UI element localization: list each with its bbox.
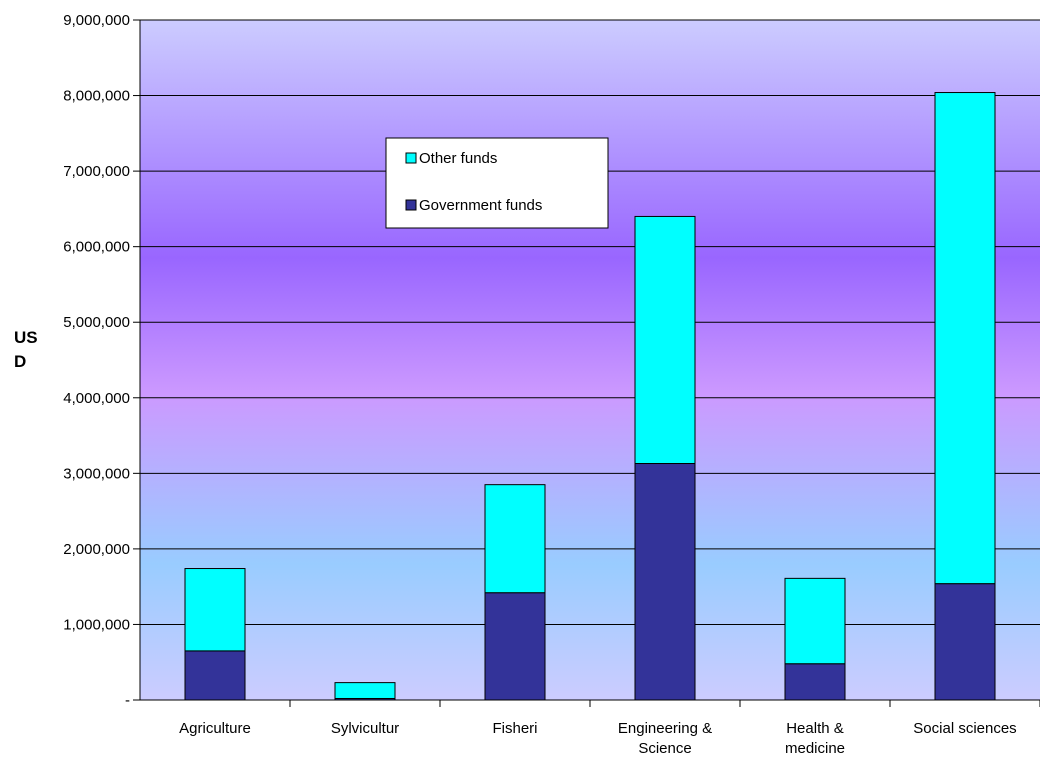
bar-other-funds [934, 92, 996, 585]
x-category-label: Sylvicultur [331, 720, 399, 737]
bar-government-funds [784, 663, 846, 701]
x-category-label: Engineering & Science [618, 720, 712, 757]
legend-swatch [405, 199, 417, 211]
legend-box [385, 137, 609, 229]
y-tick-label: 8,000,000 [63, 88, 130, 105]
x-category-label: Agriculture [179, 720, 251, 737]
y-tick-label: - [125, 692, 130, 709]
y-tick-label: 4,000,000 [63, 390, 130, 407]
bars [184, 92, 996, 701]
y-axis-label: US D [14, 328, 38, 371]
y-tick-label: 1,000,000 [63, 616, 130, 633]
bar-other-funds [484, 484, 546, 594]
bar-government-funds [634, 463, 696, 701]
bar-government-funds [484, 592, 546, 701]
y-tick-labels: - 1,000,000 2,000,000 3,000,000 4,000,000 5,0… [63, 12, 130, 709]
bar-other-funds [784, 577, 846, 665]
y-tick-label: 7,000,000 [63, 163, 130, 180]
bar-other-funds [184, 568, 246, 652]
x-category-label: Social sciences [913, 720, 1016, 737]
y-tick-label: 2,000,000 [63, 541, 130, 558]
y-tick-label: 5,000,000 [63, 314, 130, 331]
bar-government-funds [934, 583, 996, 701]
bar-government-funds [184, 650, 246, 701]
bar-other-funds [334, 682, 396, 699]
x-category-labels: Agriculture Sylvicultur Fisheri Engineering… [179, 720, 1017, 757]
y-tick-label: 9,000,000 [63, 12, 130, 29]
bar-other-funds [634, 215, 696, 465]
axes [133, 19, 1040, 707]
x-category-label: Fisheri [492, 720, 537, 737]
y-tick-label: 3,000,000 [63, 465, 130, 482]
y-tick-label: 6,000,000 [63, 239, 130, 256]
y-axis-label: US D [14, 328, 38, 371]
legend-swatch [405, 152, 417, 164]
legend-label: Government funds [419, 197, 542, 214]
x-category-label: Health & medicine [785, 720, 845, 757]
gridlines [140, 19, 1040, 625]
plot-area [140, 20, 1040, 700]
legend: Other funds Government funds [385, 137, 609, 229]
legend-label: Other funds [419, 150, 497, 167]
